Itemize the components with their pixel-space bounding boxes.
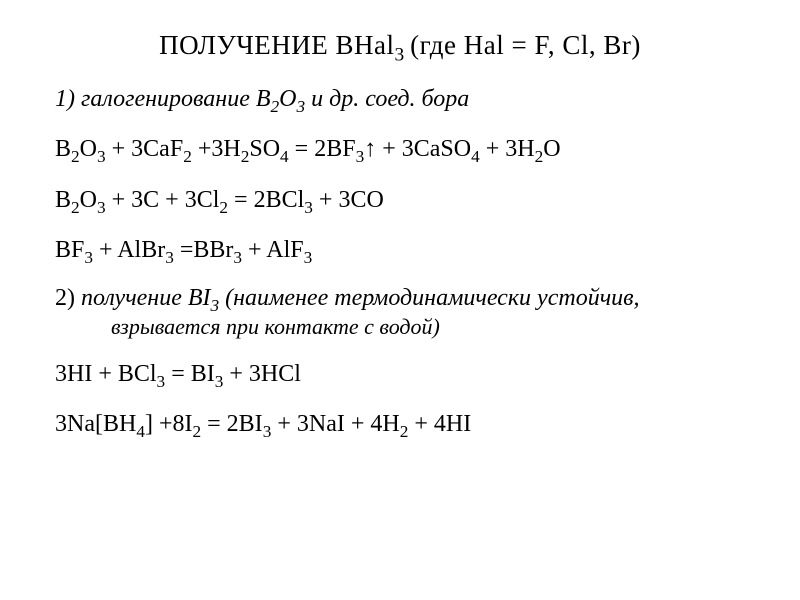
equation-5: 3Na[BH4] +8I2 = 2BI3 + 3NaI + 4H2 + 4HI xyxy=(55,408,745,440)
section-2-line1: 2) получение BI3 (наименее термодинамиче… xyxy=(55,285,640,311)
section-2-heading: 2) получение BI3 (наименее термодинамиче… xyxy=(55,285,745,340)
equation-4: 3HI + BCl3 = BI3 + 3HCl xyxy=(55,358,745,390)
section-2-line2: взрывается при контакте с водой) xyxy=(83,314,745,340)
slide-title: ПОЛУЧЕНИЕ BHal3 (где Hal = F, Cl, Br) xyxy=(55,30,745,61)
equation-2: B2O3 + 3C + 3Cl2 = 2BCl3 + 3CO xyxy=(55,184,745,216)
equation-3: BF3 + AlBr3 =BBr3 + AlF3 xyxy=(55,234,745,266)
equation-1: B2O3 + 3CaF2 +3H2SO4 = 2BF3↑ + 3CaSO4 + … xyxy=(55,133,745,165)
slide: ПОЛУЧЕНИЕ BHal3 (где Hal = F, Cl, Br) 1)… xyxy=(0,0,800,600)
section-1-heading: 1) галогенирование B2O3 и др. соед. бора xyxy=(55,83,745,115)
